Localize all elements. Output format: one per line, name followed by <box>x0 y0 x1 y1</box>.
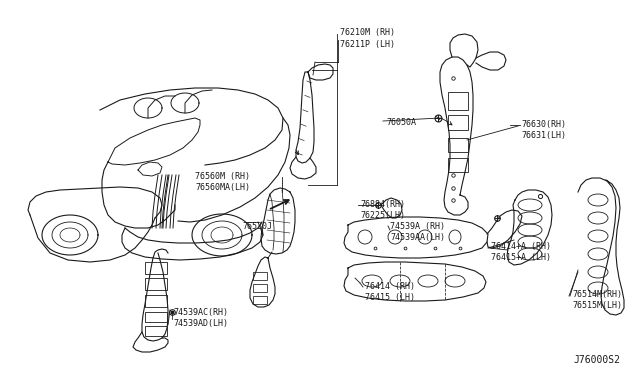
Text: J76000S2: J76000S2 <box>573 355 620 365</box>
Bar <box>145 312 167 322</box>
Text: 76211P (LH): 76211P (LH) <box>340 40 395 49</box>
Text: 76415+A (LH): 76415+A (LH) <box>491 253 551 262</box>
Bar <box>448 138 468 152</box>
Text: 74539A (RH): 74539A (RH) <box>390 222 445 231</box>
Bar <box>145 262 167 274</box>
Text: 76631(LH): 76631(LH) <box>521 131 566 140</box>
Text: 76560M (RH): 76560M (RH) <box>195 172 250 181</box>
Bar <box>145 278 167 290</box>
Text: 76560MA(LH): 76560MA(LH) <box>195 183 250 192</box>
Text: 76630(RH): 76630(RH) <box>521 120 566 129</box>
Bar <box>448 92 468 110</box>
Text: 76210M (RH): 76210M (RH) <box>340 28 395 37</box>
Text: 76415 (LH): 76415 (LH) <box>365 293 415 302</box>
Text: 76414 (RH): 76414 (RH) <box>365 282 415 291</box>
Text: 76884(RH): 76884(RH) <box>360 200 405 209</box>
Bar <box>448 158 468 172</box>
Text: 74539AA(LH): 74539AA(LH) <box>390 233 445 242</box>
Bar <box>253 296 267 304</box>
Text: 76514M(RH): 76514M(RH) <box>572 290 622 299</box>
Text: 76530J: 76530J <box>242 222 272 231</box>
Bar <box>145 326 167 336</box>
Text: 76225(LH): 76225(LH) <box>360 211 405 220</box>
Bar <box>253 284 267 292</box>
Text: 76515M(LH): 76515M(LH) <box>572 301 622 310</box>
Text: 76050A: 76050A <box>386 118 416 127</box>
Bar <box>145 295 167 307</box>
Text: 76414+A (RH): 76414+A (RH) <box>491 242 551 251</box>
Bar <box>448 115 468 130</box>
Bar <box>253 272 267 280</box>
Text: 74539AC(RH): 74539AC(RH) <box>173 308 228 317</box>
Text: 74539AD(LH): 74539AD(LH) <box>173 319 228 328</box>
